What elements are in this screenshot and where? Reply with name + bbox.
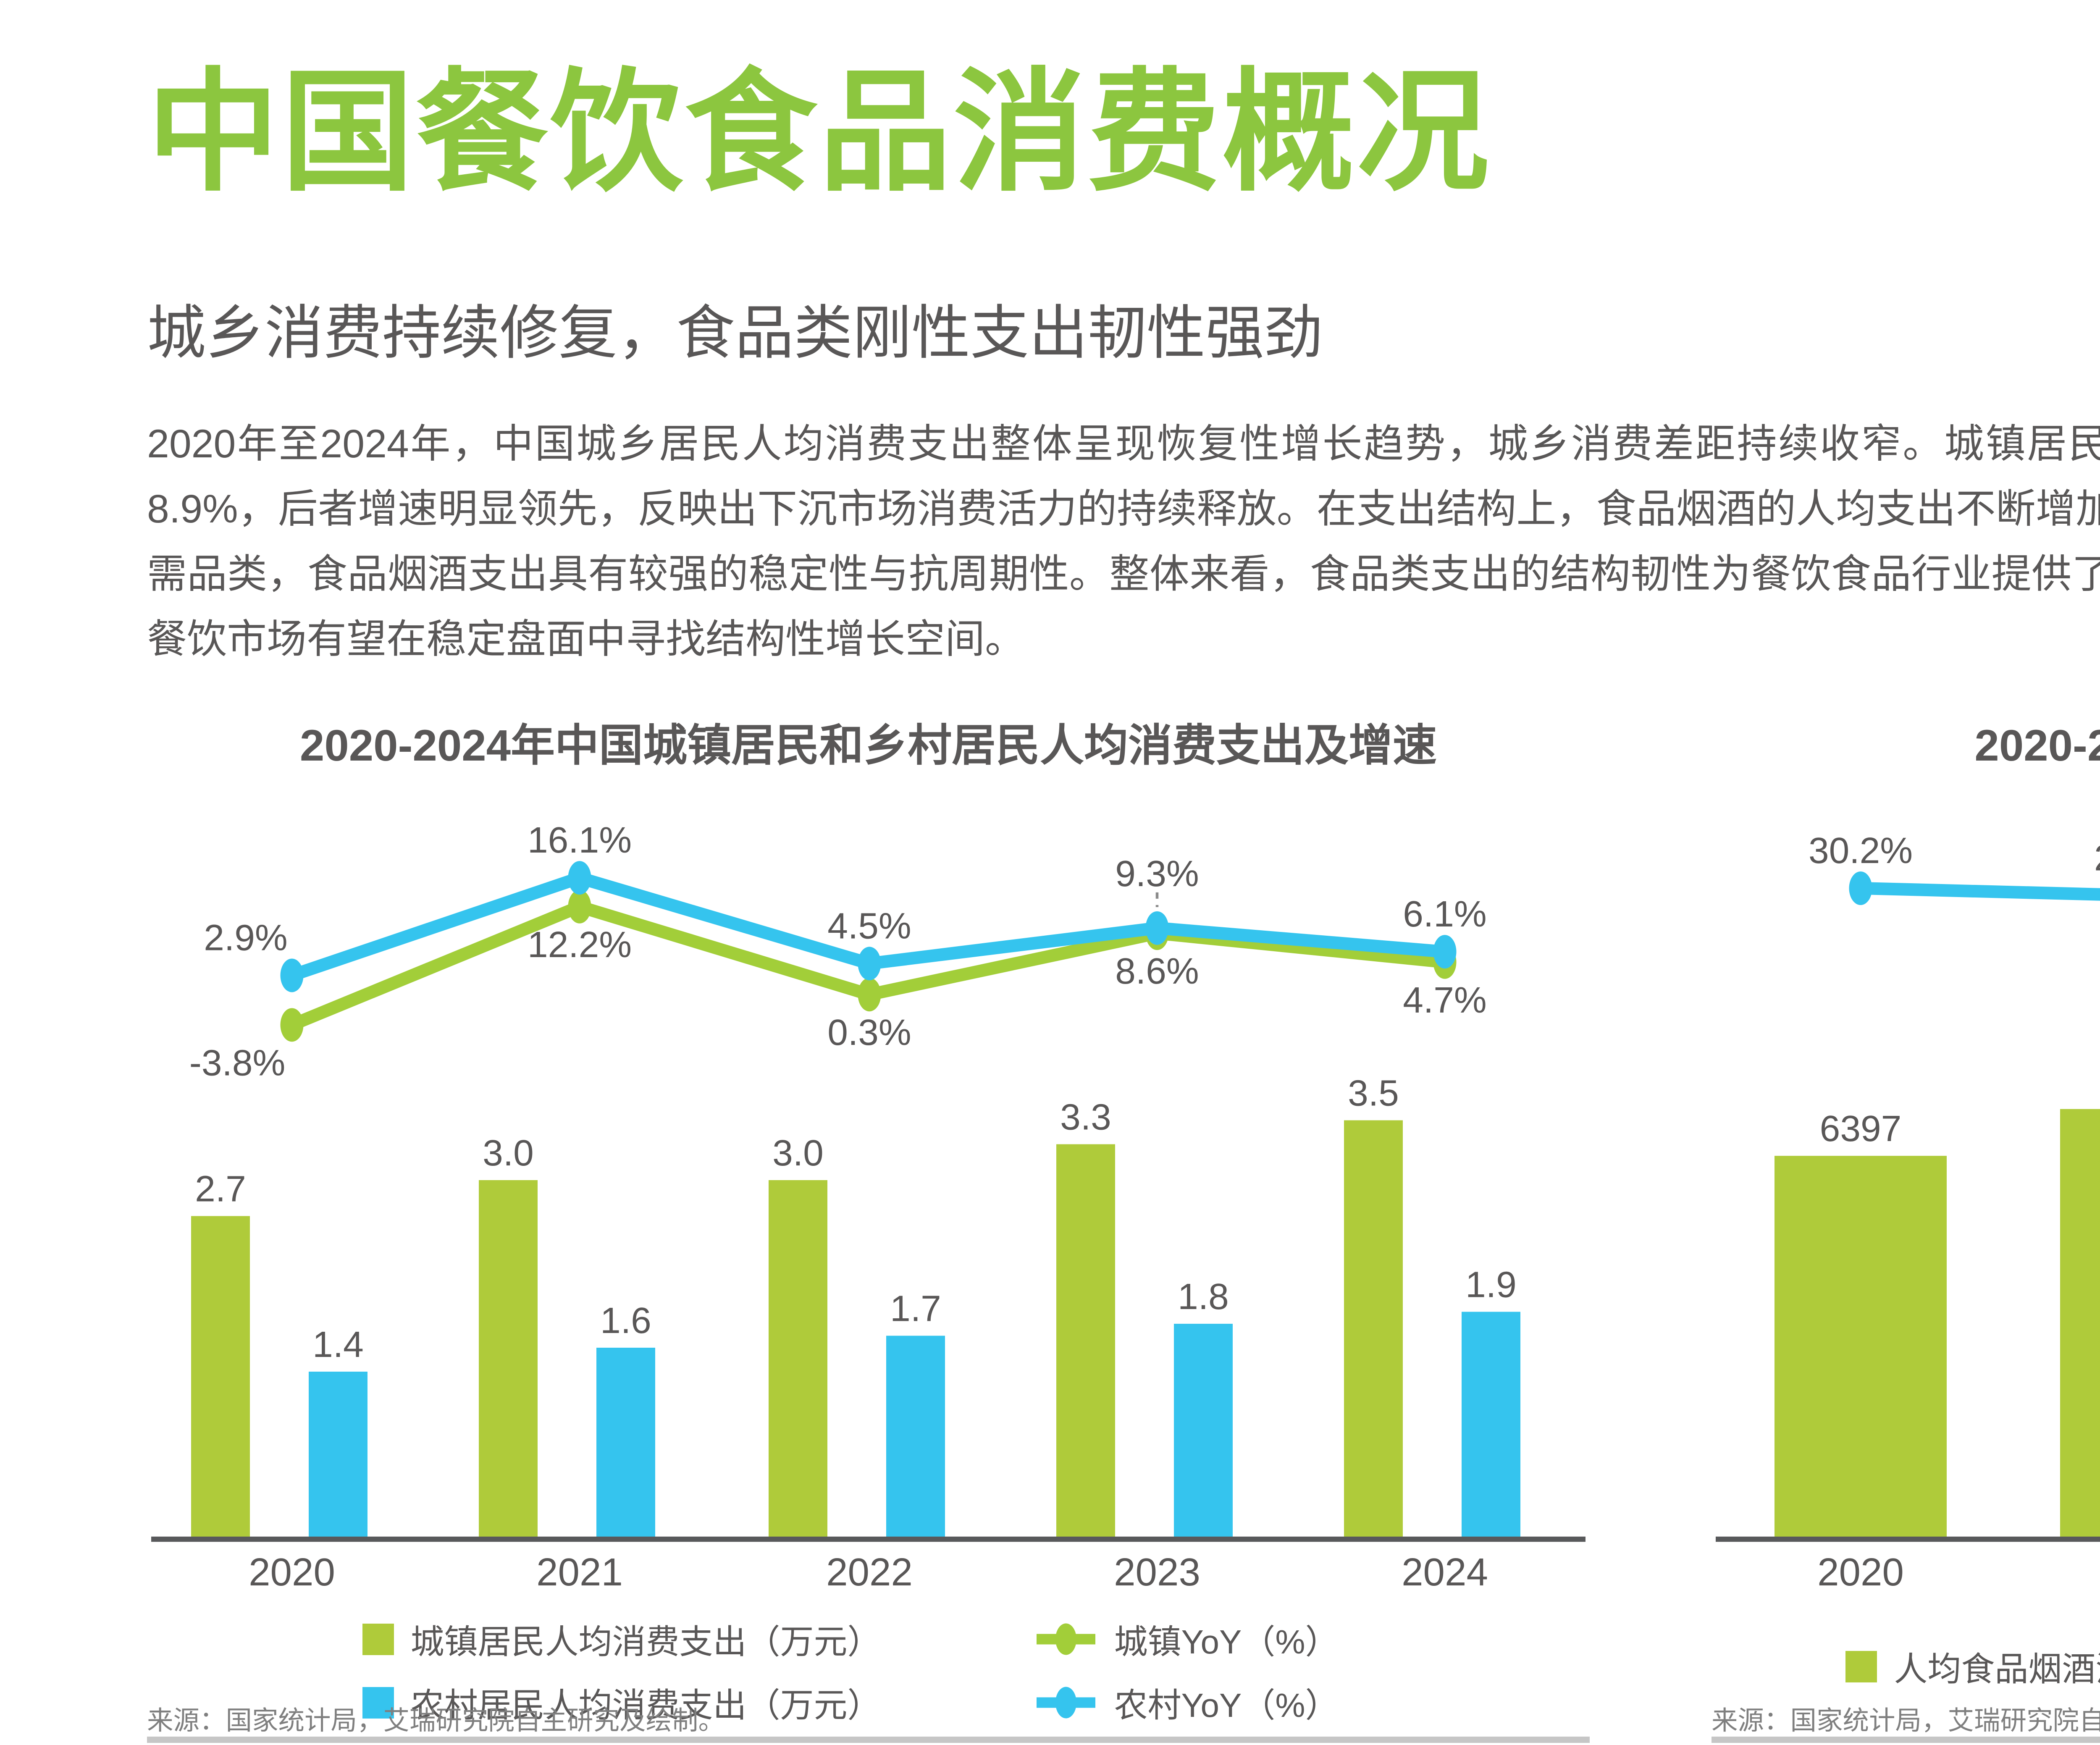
bar — [479, 1180, 538, 1539]
line-label: 8.6% — [1115, 950, 1199, 992]
chart-title-left: 2020-2024年中国城镇居民和乡村居民人均消费支出及增速 — [299, 721, 1437, 770]
line-label: 6.1% — [1403, 893, 1486, 934]
bar-label: 1.8 — [1178, 1276, 1229, 1317]
line-marker — [1145, 911, 1169, 945]
combo-chart-food-tobacco: 6397717874817983841120202021202220232024… — [1716, 830, 2100, 1588]
bar-label: 2.7 — [195, 1168, 246, 1210]
bottom-divider-right — [1712, 1737, 2100, 1743]
line-label: 2.9% — [204, 917, 287, 958]
line-marker — [280, 1008, 304, 1042]
bar — [1056, 1144, 1115, 1539]
source-note-left: 来源：国家统计局，艾瑞研究院自主研究及绘制。 — [147, 1706, 724, 1735]
legend-label: 农村居民人均消费支出（万元） — [410, 1687, 881, 1724]
bar — [1174, 1324, 1233, 1539]
line-label: 29.8% — [2094, 837, 2100, 879]
trend-line — [1854, 882, 2100, 901]
legend-label: 城镇居民人均消费支出（万元） — [410, 1623, 881, 1661]
x-axis-label: 2022 — [826, 1550, 913, 1588]
line-label: 16.1% — [528, 819, 632, 861]
legend-item: 人均食品烟酒消费支出（元） — [1845, 1642, 2100, 1691]
line-marker — [1849, 871, 1872, 905]
line-label: 4.7% — [1403, 979, 1486, 1021]
x-axis-label: 2020 — [249, 1550, 335, 1588]
line-label: 9.3% — [1115, 853, 1199, 894]
x-axis-label: 2021 — [536, 1550, 623, 1588]
page-subtitle: 城乡消费持续修复，食品类刚性支出韧性强劲 — [147, 300, 1323, 366]
bar — [596, 1348, 655, 1539]
line-label: 30.2% — [1809, 830, 1913, 871]
legend-label: 城镇YoY（%） — [1114, 1623, 1339, 1661]
bottom-divider-left — [147, 1737, 1590, 1743]
line-marker — [858, 978, 881, 1012]
x-axis-label: 2023 — [1114, 1550, 1200, 1588]
x-axis-label: 2024 — [1402, 1550, 1488, 1588]
bar — [309, 1372, 368, 1539]
bar — [2060, 1109, 2100, 1539]
legend-swatch-icon — [362, 1687, 394, 1719]
legend-label: 人均食品烟酒消费支出（元） — [1894, 1651, 2100, 1688]
line-label: 0.3% — [827, 1012, 911, 1053]
line-label: -3.8% — [189, 1042, 286, 1083]
chart-panel-consumption: 2020-2024年中国城镇居民和乡村居民人均消费支出及增速 2.7 3.0 3.0… — [147, 710, 1590, 1745]
line-marker — [858, 947, 881, 981]
intro-paragraph: 2020年至2024年，中国城乡居民人均消费支出整体呈现恢复性增长趋势，城乡消费… — [147, 422, 2100, 661]
bar — [191, 1216, 250, 1539]
page-title: 中国餐饮食品消费概况 — [147, 58, 1491, 206]
legend-swatch-icon — [1845, 1651, 1877, 1682]
x-axis-label: 2020 — [1817, 1550, 1904, 1588]
legend-item: 城镇YoY（%） — [1034, 1615, 1375, 1664]
line-marker — [1433, 935, 1457, 969]
bar-label: 1.4 — [312, 1324, 364, 1365]
bar — [1344, 1120, 1403, 1539]
bar — [886, 1336, 945, 1539]
bar-label: 3.0 — [483, 1132, 534, 1173]
charts-row: 2020-2024年中国城镇居民和乡村居民人均消费支出及增速 2.7 3.0 3.0… — [147, 710, 2100, 1745]
chart-title-right: 2020-2024年食品烟酒及其占人均消费支出占比 — [1974, 721, 2100, 770]
bar — [769, 1180, 827, 1539]
line-marker — [280, 958, 304, 992]
legend-item: 农村YoY（%） — [1034, 1678, 1375, 1727]
legend-item: 农村居民人均消费支出（万元） — [362, 1678, 1018, 1727]
bar-label: 1.9 — [1465, 1264, 1517, 1305]
bar-label: 3.0 — [772, 1132, 824, 1173]
bar — [1462, 1312, 1520, 1539]
bar-label: 1.6 — [600, 1300, 651, 1341]
legend-item: 城镇居民人均消费支出（万元） — [362, 1615, 1018, 1664]
bar-label: 1.7 — [890, 1288, 941, 1329]
bar — [1774, 1156, 1947, 1539]
legend-line-marker-icon — [1036, 1623, 1095, 1655]
legend-swatch-icon — [362, 1623, 394, 1655]
line-label: 12.2% — [528, 924, 632, 965]
combo-chart-consumption: 2.7 3.0 3.0 3.3 3.5 1.4 1.6 1.7 1.8 1.9 2020 2021 20… — [151, 819, 1586, 1588]
line-marker — [568, 861, 591, 895]
legend-line-marker-icon — [1036, 1687, 1095, 1719]
legend-label: 农村YoY（%） — [1114, 1687, 1339, 1724]
chart-legend-left: 城镇居民人均消费支出（万元） 城镇YoY（%） 农村居民人均消费支出（万元） 农村Yo… — [147, 1615, 1590, 1727]
chart-panel-food-tobacco: 2020-2024年食品烟酒及其占人均消费支出占比 63977178748179… — [1712, 710, 2100, 1745]
line-marker — [568, 890, 591, 924]
bar-label: 3.3 — [1060, 1097, 1111, 1138]
chart-legend-right: 人均食品烟酒消费支出（元）食品烟酒占人均消费支出比例（%） — [1712, 1642, 2100, 1691]
line-label: 4.5% — [827, 905, 911, 946]
bar-label: 3.5 — [1348, 1073, 1399, 1114]
bar-label: 6397 — [1820, 1108, 1902, 1149]
source-note-right: 来源：国家统计局，艾瑞研究院自主研究及绘制。 — [1712, 1706, 2100, 1735]
